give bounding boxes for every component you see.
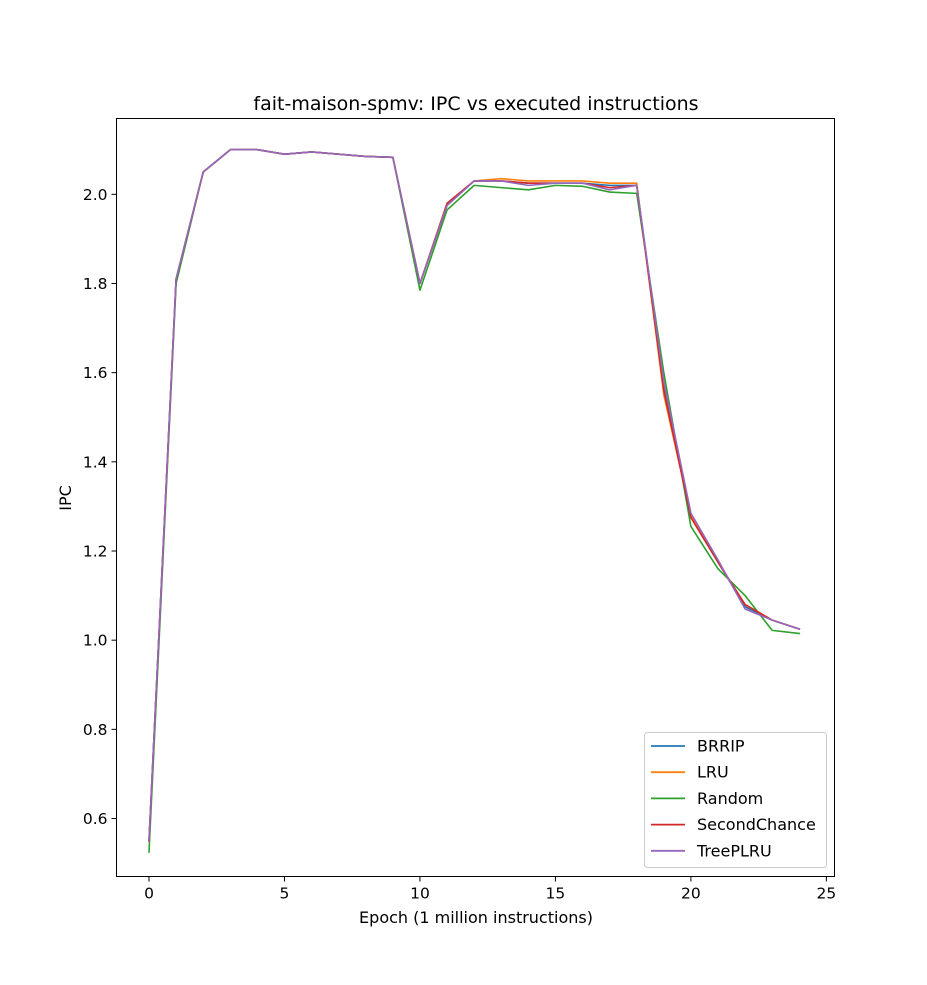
x-tick-label: 0 xyxy=(144,885,154,903)
plot-lines xyxy=(148,148,801,853)
y-tick-label: 1.6 xyxy=(83,364,108,382)
x-tick-label: 15 xyxy=(546,885,566,903)
x-axis-label: Epoch (1 million instructions) xyxy=(359,908,593,927)
y-axis: 0.6 0.8 1.0 1.2 1.4 1.6 1.8 2.0 xyxy=(83,186,117,828)
y-tick-label: 0.6 xyxy=(83,810,108,828)
y-tick-label: 1.8 xyxy=(83,275,108,293)
plot-frame xyxy=(116,118,835,877)
legend-box xyxy=(644,732,827,868)
legend-label-lru: LRU xyxy=(697,763,729,782)
legend-label-brrip: BRRIP xyxy=(697,737,745,756)
chart-title: fait-maison-spmv: IPC vs executed instru… xyxy=(253,93,698,115)
legend: BRRIP LRU Random SecondChance TreePLRU xyxy=(644,732,827,868)
y-tick-label: 0.8 xyxy=(83,721,108,739)
x-tick-label: 10 xyxy=(410,885,430,903)
x-tick-label: 5 xyxy=(280,885,290,903)
series-line-treeplru xyxy=(148,148,801,842)
legend-label-treeplru: TreePLRU xyxy=(696,841,772,860)
y-tick-label: 1.4 xyxy=(83,453,108,471)
x-axis: 0 5 10 15 20 25 xyxy=(144,876,837,903)
legend-label-random: Random xyxy=(697,789,763,808)
y-tick-label: 1.0 xyxy=(83,632,108,650)
legend-label-secondchance: SecondChance xyxy=(697,815,816,834)
x-tick-label: 20 xyxy=(681,885,701,903)
y-axis-label: IPC xyxy=(56,485,75,511)
x-tick-label: 25 xyxy=(817,885,837,903)
y-tick-label: 2.0 xyxy=(83,186,108,204)
y-tick-label: 1.2 xyxy=(83,543,108,561)
